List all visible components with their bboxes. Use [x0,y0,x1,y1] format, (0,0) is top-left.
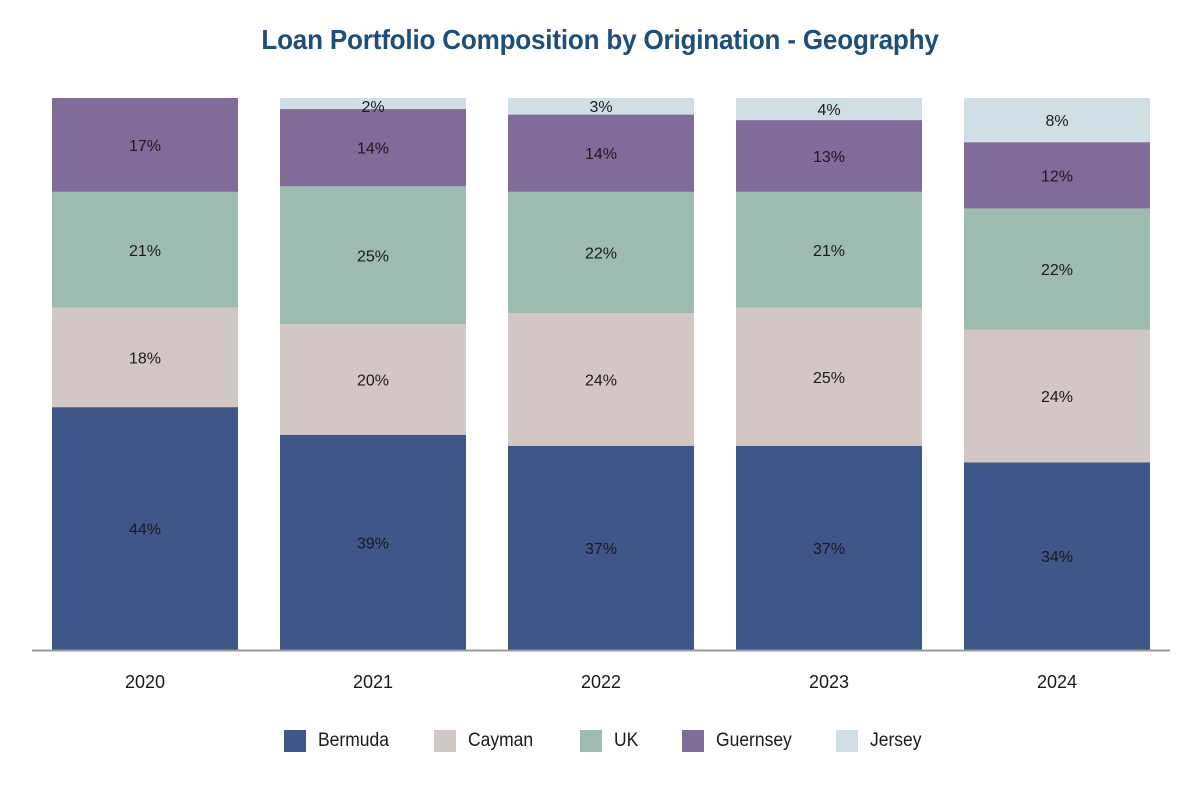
bar-stack-2024: 34% 24% 22% 12% 8% [964,98,1150,650]
data-label-guernsey-2021: 14% [357,141,389,158]
x-tick-label-2023: 2023 [809,672,849,692]
legend-item-jersey: Jersey [836,727,926,755]
bar-cayman-2021 [280,324,466,435]
legend-item-uk: UK [580,727,640,755]
data-label-bermuda-2020: 44% [129,522,161,539]
bar-jersey-2021 [280,98,466,110]
bar-stack-2020: 44% 18% 21% 17% [52,98,238,650]
legend-swatch-guernsey [682,730,704,752]
data-label-uk-2024: 22% [1041,262,1073,279]
data-label-guernsey-2024: 12% [1041,168,1073,185]
bar-jersey-2024 [964,98,1150,143]
x-tick-label-2022: 2022 [581,672,621,692]
data-label-guernsey-2020: 17% [129,138,161,155]
legend-swatch-bermuda [284,730,306,752]
x-tick-label-2024: 2024 [1037,672,1077,692]
bar-uk-2023 [736,191,922,308]
data-label-uk-2023: 21% [813,243,845,260]
bar-cayman-2022 [508,313,694,446]
bar-uk-2021 [280,186,466,325]
x-tick-label-2021: 2021 [353,672,393,692]
legend-label-uk: UK [614,730,639,751]
chart-plot-area: 44% 18% 21% 17% 2020 39% 20% 25% 14% 2% 2021 37% 24%… [32,98,1170,692]
legend-label-cayman: Cayman [468,730,534,751]
bar-uk-2020 [52,191,238,308]
legend-label-guernsey: Guernsey [716,730,792,751]
bar-jersey-2023 [736,98,922,121]
data-label-bermuda-2022: 37% [585,541,617,558]
bar-bermuda-2020 [52,407,238,650]
bar-jersey-2022 [508,98,694,115]
legend-swatch-cayman [434,730,456,752]
bar-stack-2021: 39% 20% 25% 14% 2% [280,98,466,650]
legend-label-bermuda: Bermuda [318,730,389,751]
data-label-jersey-2023: 4% [817,102,840,119]
chart-title: Loan Portfolio Composition by Originatio… [261,24,939,55]
legend-swatch-jersey [836,730,858,752]
data-label-bermuda-2021: 39% [357,535,389,552]
data-label-cayman-2023: 25% [813,370,845,387]
legend-swatch-uk [580,730,602,752]
data-label-jersey-2021: 2% [361,99,384,116]
bar-cayman-2023 [736,307,922,446]
bar-guernsey-2020 [52,98,238,192]
bar-uk-2024 [964,208,1150,330]
data-label-uk-2020: 21% [129,243,161,260]
bar-guernsey-2021 [280,109,466,187]
bar-uk-2022 [508,191,694,314]
legend-item-guernsey: Guernsey [682,727,798,755]
data-label-bermuda-2023: 37% [813,541,845,558]
data-label-cayman-2022: 24% [585,373,617,390]
data-label-guernsey-2022: 14% [585,146,617,163]
bar-bermuda-2022 [508,445,694,650]
bar-cayman-2020 [52,307,238,408]
data-label-cayman-2024: 24% [1041,389,1073,406]
bar-guernsey-2022 [508,114,694,192]
data-label-guernsey-2023: 13% [813,149,845,166]
data-label-cayman-2020: 18% [129,350,161,367]
legend-item-bermuda: Bermuda [284,727,395,755]
bar-cayman-2024 [964,329,1150,463]
bar-bermuda-2024 [964,462,1150,650]
bar-guernsey-2024 [964,142,1150,209]
data-label-jersey-2024: 8% [1045,113,1068,130]
data-label-uk-2022: 22% [585,246,617,263]
bar-bermuda-2021 [280,434,466,650]
chart-legend: Bermuda Cayman UK Guernsey Jersey [0,727,1200,755]
bar-guernsey-2023 [736,120,922,192]
data-label-cayman-2021: 20% [357,373,389,390]
bar-stack-2022: 37% 24% 22% 14% 3% [508,98,694,650]
data-label-bermuda-2024: 34% [1041,549,1073,566]
legend-label-jersey: Jersey [870,730,922,751]
data-label-jersey-2022: 3% [589,99,612,116]
bar-stack-2023: 37% 25% 21% 13% 4% [736,98,922,650]
data-label-uk-2021: 25% [357,248,389,265]
x-tick-label-2020: 2020 [125,672,165,692]
bar-bermuda-2023 [736,445,922,650]
legend-item-cayman: Cayman [434,727,539,755]
